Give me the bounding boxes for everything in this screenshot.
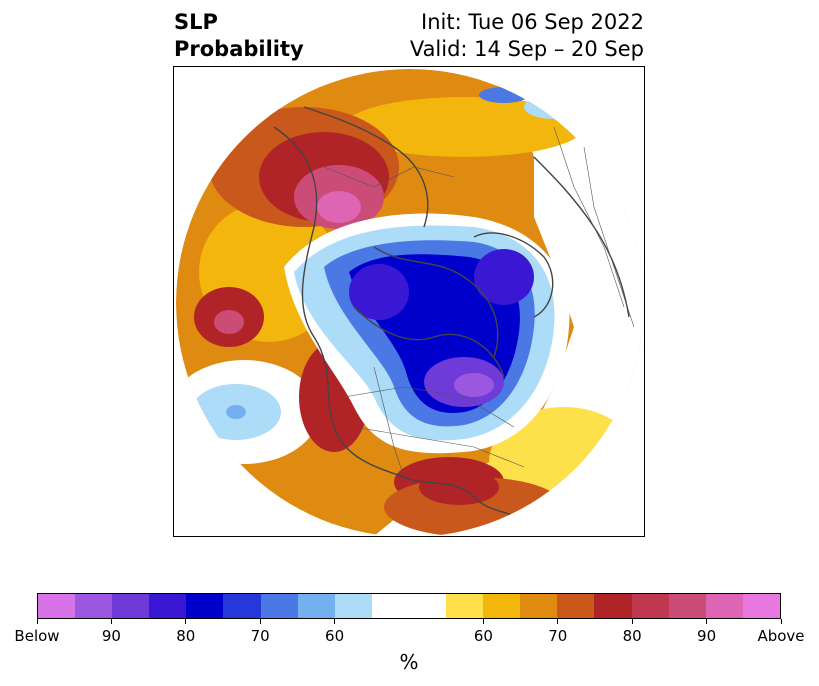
below-60-north bbox=[524, 95, 584, 119]
colorbar-tick bbox=[482, 619, 484, 624]
colorbar-segment bbox=[742, 594, 780, 618]
colorbar-tick bbox=[185, 619, 187, 624]
colorbar-tick-label: 70 bbox=[548, 627, 568, 645]
colorbar-tick-label: 60 bbox=[473, 627, 493, 645]
colorbar-segment bbox=[557, 594, 595, 618]
colorbar-tick bbox=[557, 619, 559, 624]
colorbar-segment bbox=[594, 594, 632, 618]
above-90-northwest-core bbox=[317, 191, 361, 223]
colorbar-segment bbox=[371, 594, 409, 618]
colorbar-segment bbox=[334, 594, 372, 618]
above-60-north bbox=[344, 97, 584, 157]
colorbar-segment bbox=[297, 594, 335, 618]
colorbar-segment bbox=[112, 594, 150, 618]
colorbar-segment bbox=[483, 594, 521, 618]
colorbar-segment bbox=[149, 594, 187, 618]
colorbar-tick-label: 80 bbox=[176, 627, 196, 645]
below-90-center-west bbox=[349, 264, 409, 320]
colorbar bbox=[37, 593, 781, 619]
title-right: Init: Tue 06 Sep 2022 Valid: 14 Sep – 20… bbox=[410, 9, 644, 63]
colorbar-tick bbox=[706, 619, 708, 624]
colorbar-tick-label: 70 bbox=[250, 627, 270, 645]
colorbar-segment bbox=[75, 594, 113, 618]
probability-map bbox=[176, 69, 644, 536]
colorbar-segment bbox=[260, 594, 298, 618]
colorbar-tick-label: 90 bbox=[101, 627, 121, 645]
below-70-southwest bbox=[226, 405, 246, 419]
colorbar-segment bbox=[705, 594, 743, 618]
colorbar-segment bbox=[38, 594, 76, 618]
title-variable: SLP bbox=[174, 10, 218, 34]
valid-range: Valid: 14 Sep – 20 Sep bbox=[409, 37, 644, 61]
below-core bbox=[454, 373, 494, 397]
colorbar-segment bbox=[631, 594, 669, 618]
colorbar-segment bbox=[186, 594, 224, 618]
colorbar-tick bbox=[259, 619, 261, 624]
colorbar-tick bbox=[780, 619, 782, 624]
colorbar-tick-label: 60 bbox=[325, 627, 345, 645]
colorbar-tick-label: 90 bbox=[697, 627, 717, 645]
map-panel bbox=[173, 66, 645, 537]
colorbar-tick-label: Below bbox=[14, 627, 60, 645]
colorbar-segment bbox=[668, 594, 706, 618]
colorbar-tick-label: 80 bbox=[622, 627, 642, 645]
title-left: SLP Probability bbox=[174, 9, 304, 63]
colorbar-segment bbox=[408, 594, 447, 618]
title-field: Probability bbox=[174, 37, 304, 61]
below-70-north bbox=[479, 87, 529, 103]
colorbar-tick bbox=[334, 619, 336, 624]
colorbar-segment bbox=[223, 594, 261, 618]
colorbar-tick bbox=[110, 619, 112, 624]
above-90-west bbox=[214, 310, 244, 334]
colorbar-segment bbox=[520, 594, 558, 618]
borders bbox=[323, 126, 635, 478]
colorbar-unit: % bbox=[399, 650, 419, 674]
colorbar-tick bbox=[36, 619, 38, 624]
colorbar-tick-label: Above bbox=[757, 627, 805, 645]
below-90-center-east bbox=[474, 249, 534, 305]
colorbar-segment bbox=[446, 594, 484, 618]
colorbar-tick bbox=[631, 619, 633, 624]
init-date: Init: Tue 06 Sep 2022 bbox=[421, 10, 644, 34]
